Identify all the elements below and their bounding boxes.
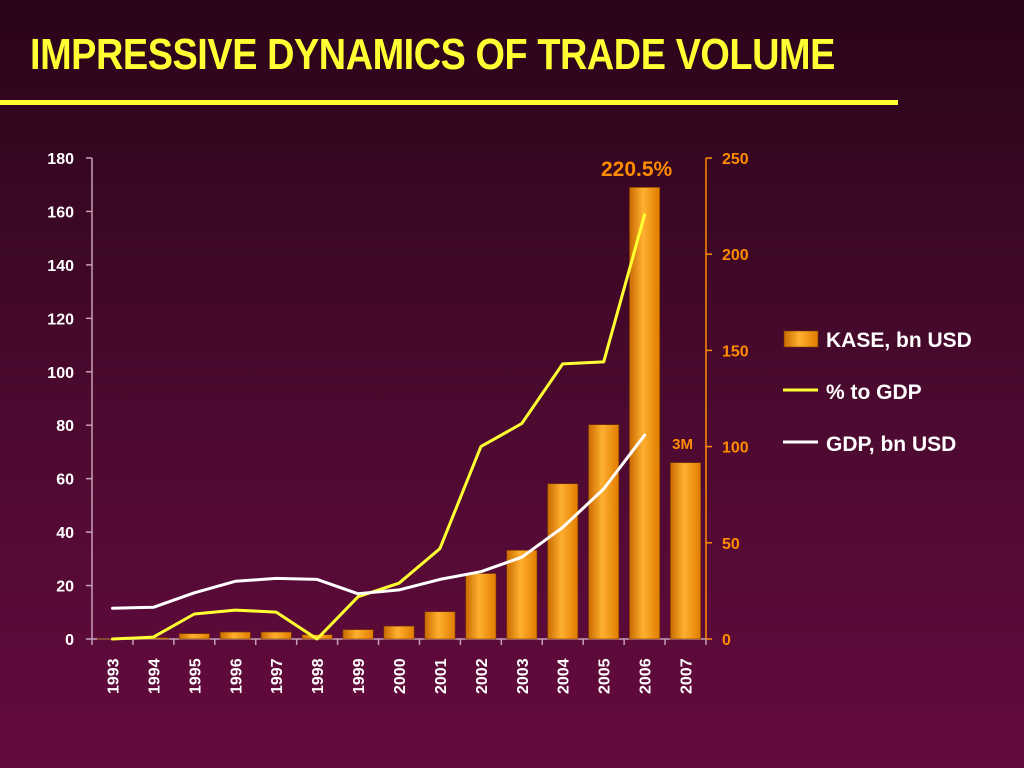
x-axis-tick-label: 1994 <box>146 658 163 694</box>
left-axis-tick-label: 120 <box>47 311 74 328</box>
right-axis-tick-label: 0 <box>722 632 731 649</box>
x-axis-tick-label: 1995 <box>187 658 204 694</box>
kase-bar <box>424 611 456 640</box>
left-axis-tick-label: 140 <box>47 258 74 275</box>
left-axis-tick-label: 20 <box>56 579 74 596</box>
x-axis-tick-label: 2004 <box>556 658 573 694</box>
kase-bar <box>588 424 620 640</box>
period-annotation: 3M <box>672 436 693 453</box>
right-axis-tick-label: 100 <box>722 440 749 457</box>
legend-label: KASE, bn USD <box>826 329 972 352</box>
left-axis-tick-label: 60 <box>56 472 74 489</box>
legend-label: GDP, bn USD <box>826 433 956 456</box>
peak-annotation: 220.5% <box>601 158 673 181</box>
right-axis-tick-label: 50 <box>722 536 740 553</box>
kase-bar <box>547 483 579 640</box>
x-axis-tick-label: 1999 <box>351 658 368 694</box>
x-axis-tick-label: 1998 <box>310 658 327 694</box>
x-axis-tick-label: 2002 <box>474 658 491 694</box>
pct-gdp-line <box>111 213 647 641</box>
x-axis-tick-label: 1997 <box>269 658 286 694</box>
x-axis-tick-label: 1996 <box>228 658 245 694</box>
left-axis-tick-label: 180 <box>47 151 74 168</box>
x-axis-tick-label: 1993 <box>105 658 122 694</box>
legend-label: % to GDP <box>826 381 922 404</box>
right-axis-tick-label: 150 <box>722 343 749 360</box>
kase-bar <box>629 187 661 640</box>
left-axis-tick-label: 0 <box>65 632 74 649</box>
x-axis-tick-label: 2000 <box>392 658 409 694</box>
page-title: IMPRESSIVE DYNAMICS OF TRADE VOLUME <box>30 30 835 79</box>
kase-bar <box>465 573 497 640</box>
left-axis-tick-label: 80 <box>56 418 74 435</box>
right-axis-tick-label: 200 <box>722 247 749 264</box>
right-axis-tick-label: 250 <box>722 151 749 168</box>
left-axis-tick-label: 40 <box>56 525 74 542</box>
kase-bar <box>342 629 374 640</box>
kase-bar <box>670 462 701 640</box>
kase-bar <box>178 633 210 640</box>
legend-bar-swatch <box>783 330 819 348</box>
x-axis-tick-label: 2001 <box>433 658 450 694</box>
x-axis-tick-label: 2006 <box>638 658 655 694</box>
kase-bar <box>219 631 251 640</box>
title-underline <box>0 100 898 105</box>
gdp-line <box>111 433 647 610</box>
left-axis-tick-label: 100 <box>47 365 74 382</box>
kase-bar <box>506 549 538 640</box>
x-axis-tick-label: 2005 <box>597 658 614 694</box>
left-axis-tick-label: 160 <box>47 204 74 221</box>
x-axis-tick-label: 2007 <box>679 658 696 694</box>
x-axis-tick-label: 2003 <box>515 658 532 694</box>
kase-bar <box>260 631 292 640</box>
kase-bar <box>383 625 415 640</box>
